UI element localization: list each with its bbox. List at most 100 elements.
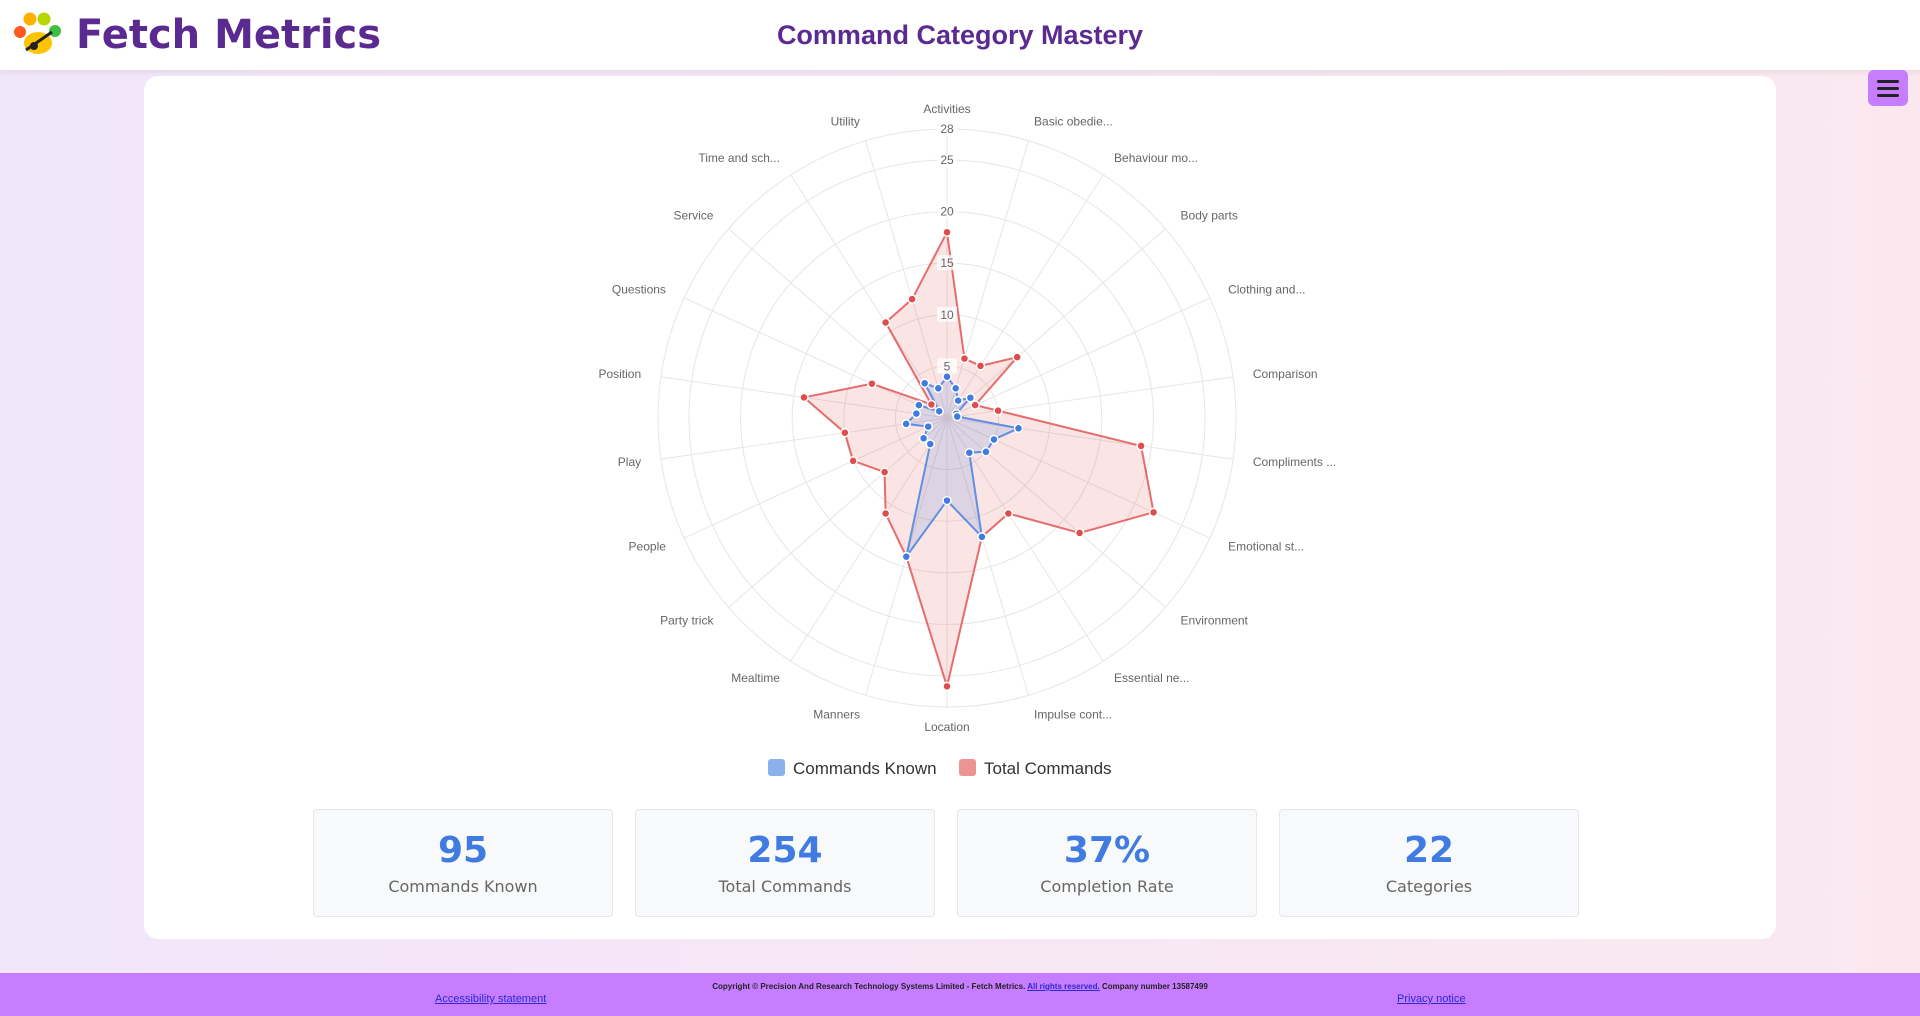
data-point <box>1012 352 1022 362</box>
data-point <box>942 371 952 382</box>
spoke <box>790 174 948 419</box>
privacy-link[interactable]: Privacy notice <box>1397 993 1466 1005</box>
company-number: Company number 13587499 <box>1101 982 1208 991</box>
menu-button[interactable] <box>1868 70 1908 106</box>
data-point <box>1003 508 1014 519</box>
stat-card: 22 Categories <box>1279 809 1579 917</box>
category-label: Body parts <box>1181 209 1238 223</box>
tick-backdrop <box>937 203 957 219</box>
stat-card: 37% Completion Rate <box>957 809 1257 917</box>
data-point <box>901 419 911 429</box>
data-point <box>1074 528 1085 538</box>
category-label: Service <box>673 209 713 223</box>
category-label: Emotional st... <box>1228 539 1304 553</box>
spoke <box>946 228 1166 419</box>
legend-item[interactable]: Total Commands <box>959 759 1112 778</box>
stat-card: 254 Total Commands <box>635 809 935 917</box>
data-point <box>1013 423 1024 434</box>
data-point <box>840 427 850 438</box>
category-label: Mealtime <box>731 671 780 685</box>
category-label: Position <box>598 367 641 381</box>
spoke <box>790 417 948 662</box>
data-point <box>950 383 961 394</box>
stat-label: Commands Known <box>388 877 538 896</box>
logo[interactable] <box>10 10 64 58</box>
stat-value: 22 <box>1403 830 1455 871</box>
accessibility-link[interactable]: Accessibility statement <box>435 993 547 1005</box>
spoke <box>946 417 1029 696</box>
spoke <box>683 297 948 419</box>
spoke <box>946 174 1104 419</box>
tick-backdrop <box>937 151 957 167</box>
category-label: Questions <box>612 283 666 297</box>
data-point <box>923 421 933 432</box>
stat-value: 37% <box>1063 830 1151 871</box>
rights-link[interactable]: All rights reserved. <box>1027 982 1100 991</box>
page-title: Command Category Mastery <box>776 20 1144 50</box>
tick-backdrop <box>937 255 957 271</box>
chart-card: Activities Basic obedie... Behaviour mo...… <box>144 76 1776 939</box>
stat-label: Total Commands <box>718 877 852 896</box>
spoke <box>728 417 948 608</box>
data-point <box>993 405 1003 416</box>
spoke <box>865 140 948 419</box>
stat-value: 254 <box>747 830 823 871</box>
data-point <box>926 399 937 410</box>
radar-chart: Activities Basic obedie... Behaviour mo...… <box>598 102 1336 778</box>
r-tick-label: 25 <box>940 153 954 167</box>
legend-label: Commands Known <box>793 759 937 778</box>
category-label: Environment <box>1181 613 1249 627</box>
r-tick-label: 20 <box>940 205 954 219</box>
data-point <box>953 395 963 406</box>
tick-backdrop <box>937 358 957 374</box>
data-point <box>880 508 891 519</box>
data-point <box>867 378 877 389</box>
stat-label: Categories <box>1385 877 1473 896</box>
stat-label: Completion Rate <box>1040 877 1174 896</box>
category-label: Essential ne... <box>1114 671 1189 685</box>
data-point <box>977 532 987 542</box>
data-point <box>942 681 952 692</box>
spoke <box>946 297 1211 419</box>
data-point <box>919 378 930 389</box>
data-point <box>942 227 952 237</box>
header: Fetch Metrics Command Category Mastery <box>0 0 1920 70</box>
data-point <box>975 361 986 371</box>
data-point <box>879 467 890 477</box>
r-tick-label: 28 <box>940 122 954 136</box>
data-point <box>942 495 952 506</box>
spoke <box>946 417 1234 460</box>
tick-backdrop <box>937 121 957 136</box>
data-point <box>989 434 999 445</box>
data-point <box>907 294 917 304</box>
legend-swatch <box>959 759 976 776</box>
spoke <box>660 417 948 460</box>
stat-card: 95 Commands Known <box>313 809 613 917</box>
data-point <box>1136 441 1146 451</box>
data-point <box>799 392 809 403</box>
legend-swatch <box>768 759 785 776</box>
legend-label: Total Commands <box>984 759 1112 778</box>
category-label: Time and sch... <box>698 151 780 165</box>
data-point <box>911 408 922 419</box>
data-point <box>880 317 891 328</box>
data-point <box>952 411 962 422</box>
category-label: Play <box>618 455 641 469</box>
data-point <box>914 400 924 410</box>
data-point <box>848 456 858 466</box>
r-tick-label: 10 <box>940 308 954 322</box>
spoke <box>946 417 1104 662</box>
data-point <box>965 392 976 403</box>
category-label: Comparison <box>1253 367 1318 381</box>
data-point <box>981 447 991 457</box>
category-label: Basic obedie... <box>1034 115 1113 129</box>
legend-item[interactable]: Commands Known <box>768 759 937 778</box>
data-point <box>959 353 970 364</box>
category-label: Utility <box>831 115 860 129</box>
stat-value: 95 <box>437 830 489 871</box>
brand[interactable]: Fetch Metrics <box>76 12 382 58</box>
r-tick-label: 5 <box>944 359 951 373</box>
r-tick-label: 15 <box>940 256 954 270</box>
